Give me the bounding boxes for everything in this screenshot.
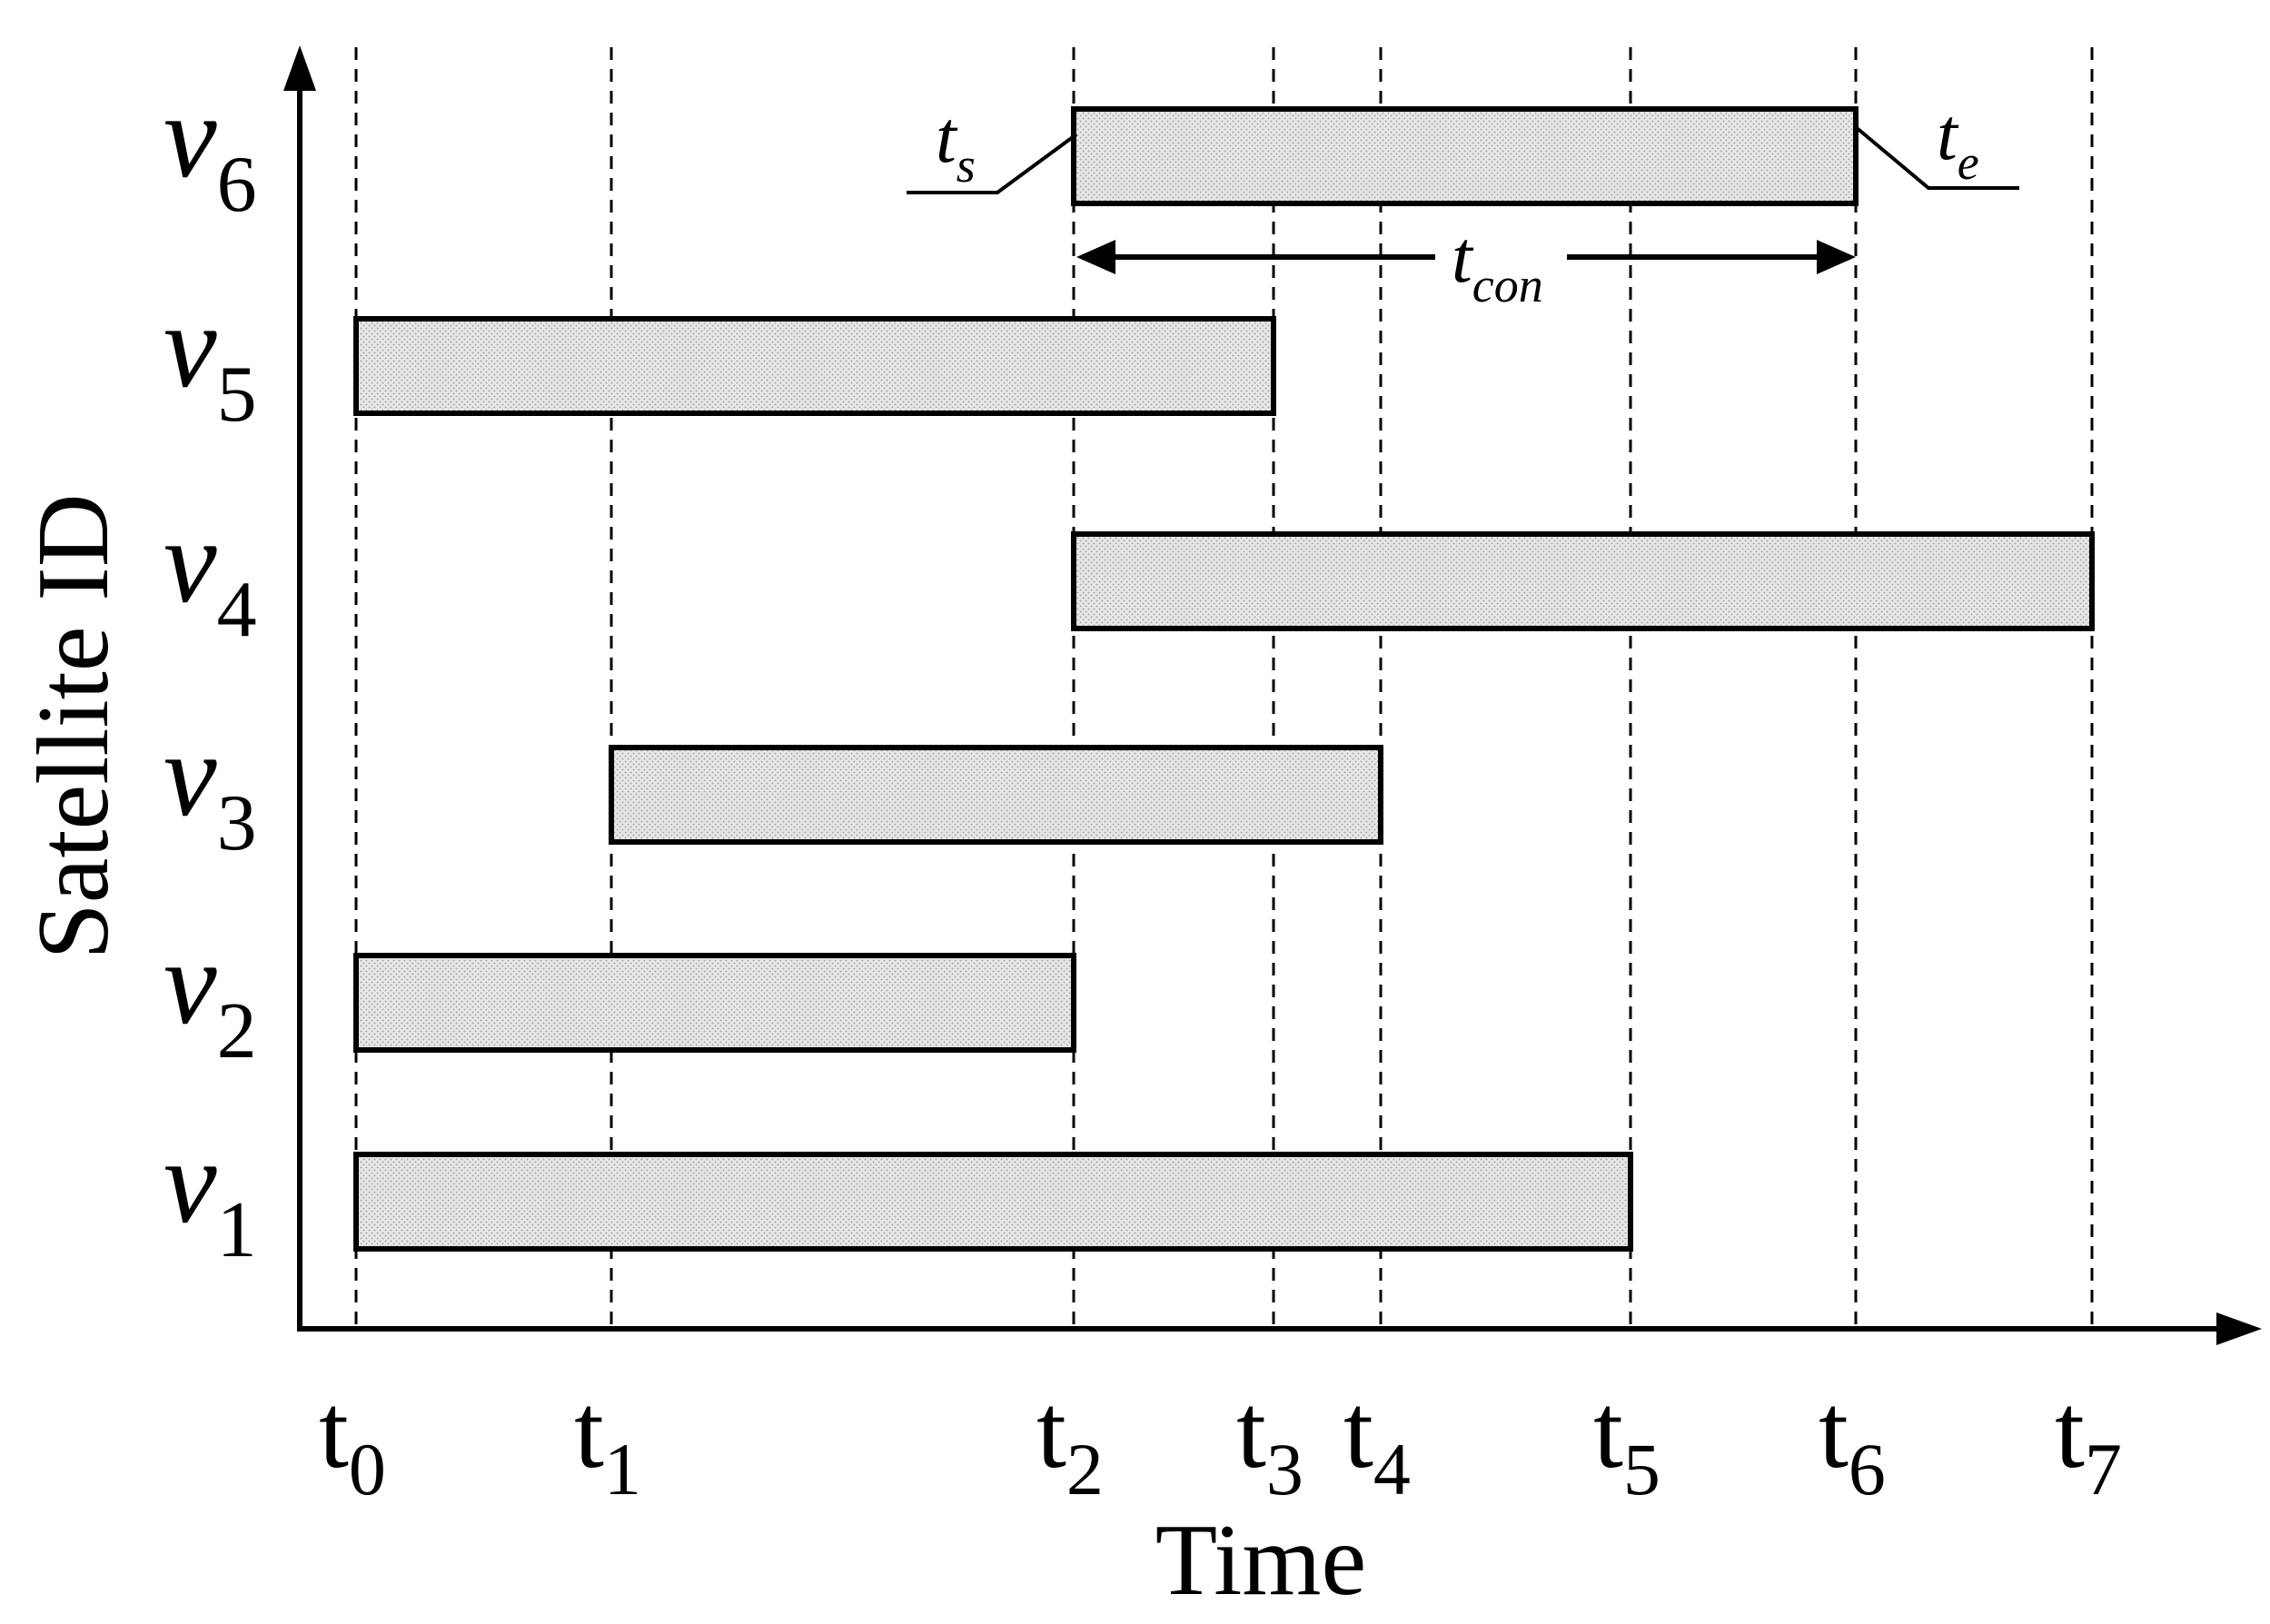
ts-leader-line (907, 133, 1078, 194)
axes (283, 45, 2262, 1345)
tick-label-t6: t6 (1819, 1371, 1886, 1510)
tick-label-t2: t2 (1036, 1371, 1104, 1510)
time-tick-labels: t0 t1 t2 t3 t4 t5 t6 t7 (319, 1371, 2122, 1510)
visibility-bar-v5 (353, 316, 1276, 416)
te-leader-line (1854, 125, 2019, 190)
tcon-arrow-left-head (1076, 240, 1115, 274)
satellite-label-v6: v6 (164, 69, 257, 229)
satellite-label-v2: v2 (164, 916, 257, 1075)
duration-annotations: ts te tcon (907, 93, 2019, 312)
tick-label-t1: t1 (574, 1371, 641, 1510)
tcon-arrow-right-head (1817, 240, 1856, 274)
y-axis-arrowhead (283, 45, 316, 91)
x-axis-arrowhead (2216, 1312, 2262, 1345)
visibility-bar-v4 (1071, 531, 2095, 631)
satellite-label-v5: v5 (164, 279, 257, 439)
te-label: te (1937, 93, 1979, 190)
tick-label-t5: t5 (1593, 1371, 1660, 1510)
visibility-bar-v3 (609, 745, 1383, 845)
satellite-labels: v1 v2 v3 v4 v5 v6 (164, 69, 257, 1274)
visibility-bar-v6 (1071, 106, 1859, 206)
y-axis-title: Satellite ID (17, 493, 130, 959)
tick-label-t4: t4 (1343, 1371, 1411, 1510)
tick-label-t0: t0 (319, 1371, 386, 1510)
visibility-bar-v1 (353, 1152, 1633, 1252)
visibility-bars (353, 106, 2095, 1252)
tick-label-t7: t7 (2055, 1371, 2122, 1510)
ts-label: ts (936, 95, 976, 193)
satellite-label-v4: v4 (164, 494, 257, 654)
tcon-label: tcon (1452, 215, 1543, 312)
time-gridlines (354, 47, 2094, 1329)
x-axis-title: Time (1155, 1504, 1366, 1617)
satellite-label-v3: v3 (164, 708, 257, 867)
visibility-bar-v2 (353, 953, 1076, 1053)
tick-label-t3: t3 (1236, 1371, 1304, 1510)
satellite-label-v1: v1 (164, 1114, 257, 1274)
